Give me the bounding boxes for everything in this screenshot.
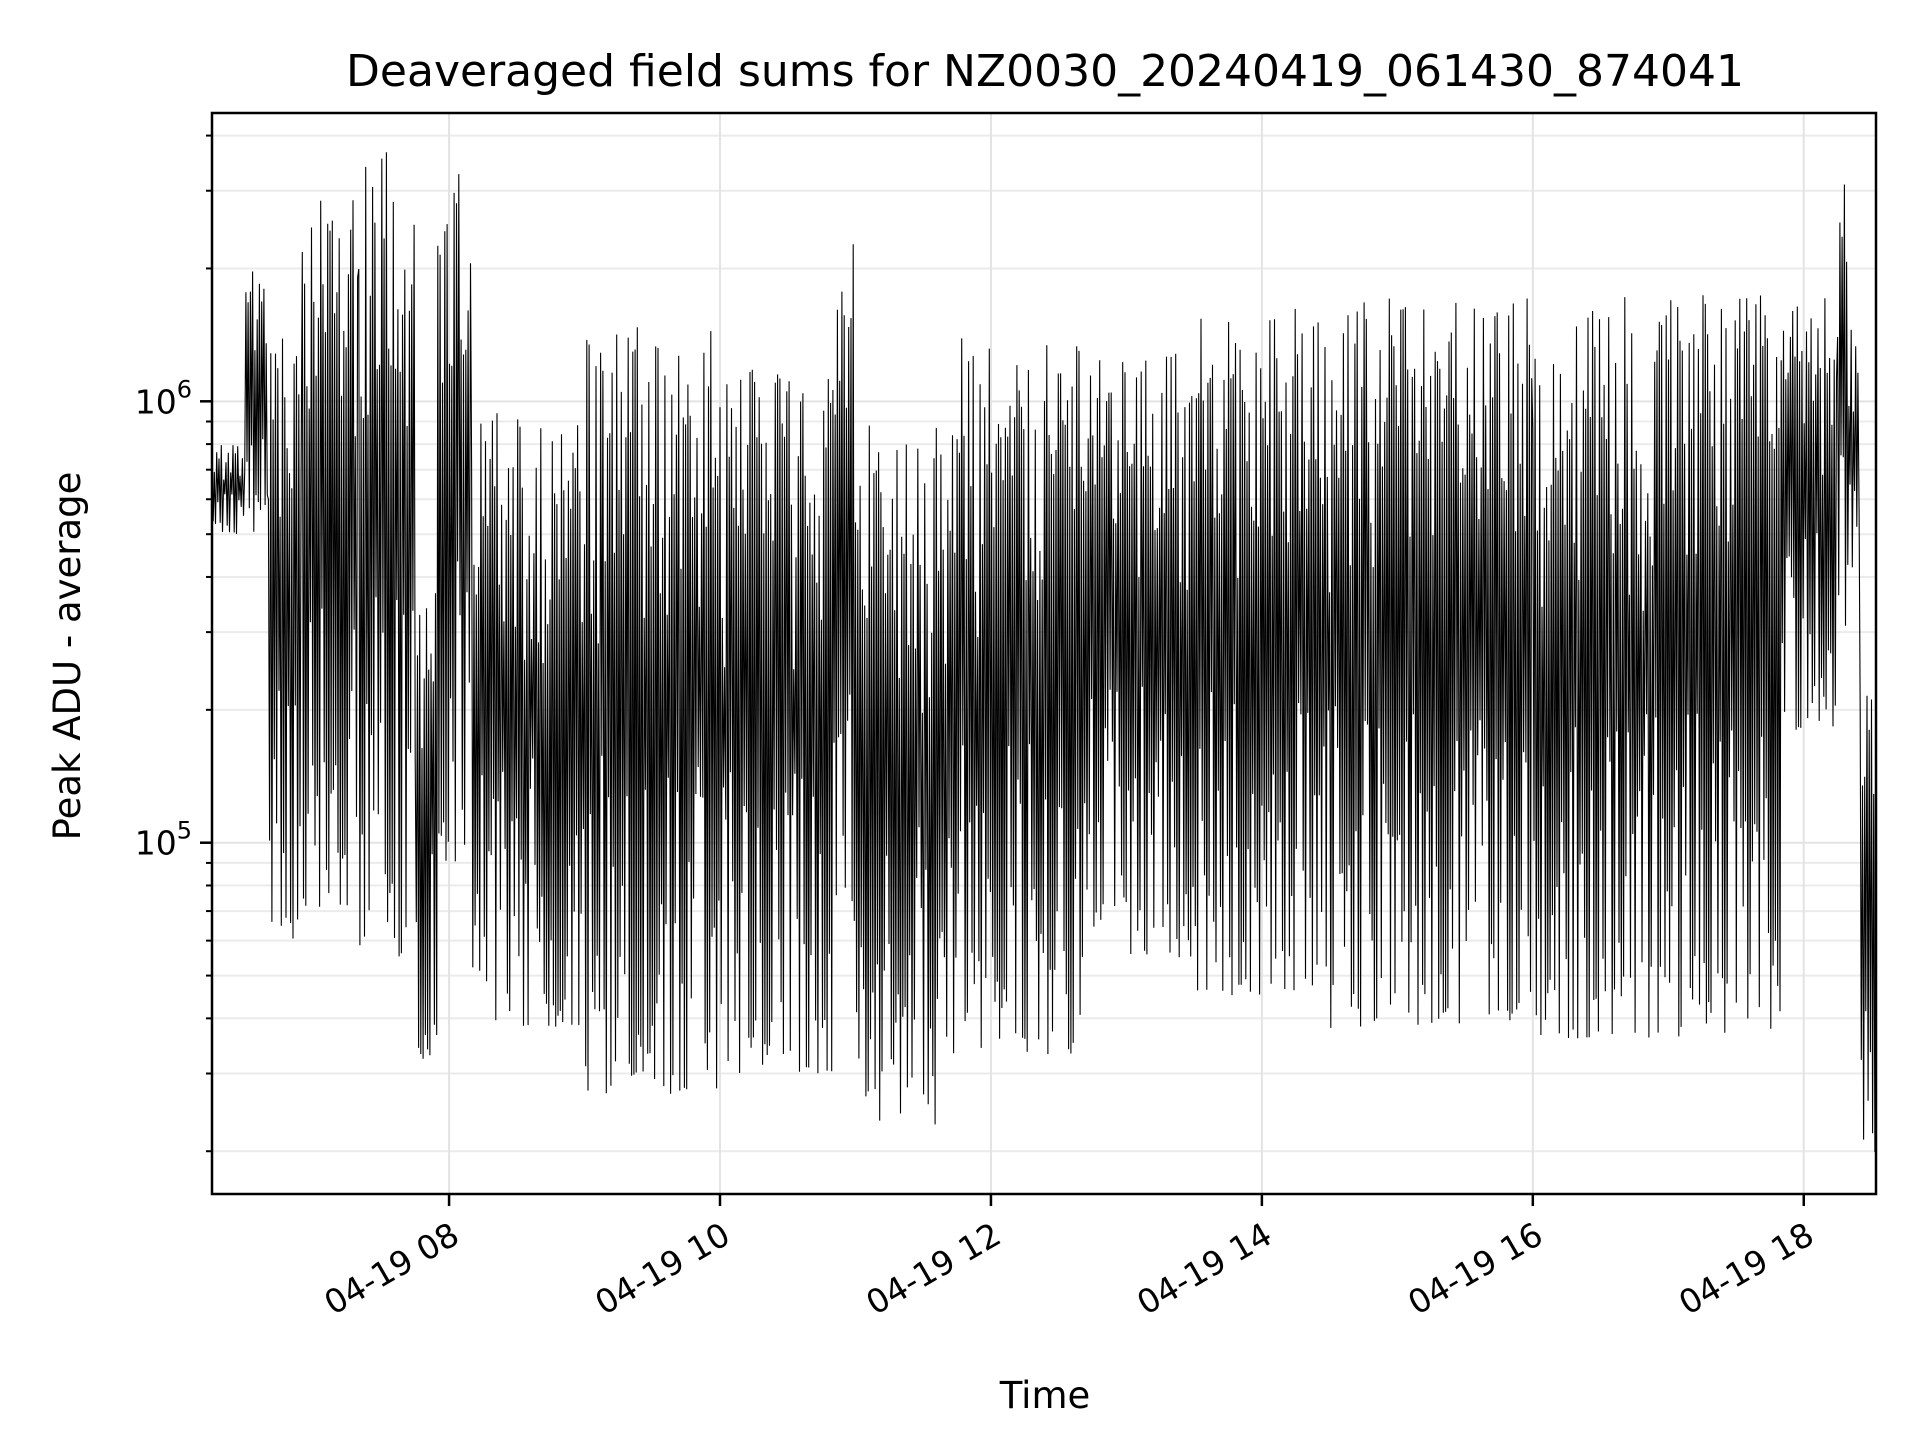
y-tick-label-base: 10 <box>135 824 177 863</box>
y-tick-label: 106 <box>135 375 192 421</box>
y-tick-label: 105 <box>135 817 192 863</box>
y-tick-label-exponent: 5 <box>177 817 192 845</box>
chart-title: Deaveraged field sums for NZ0030_2024041… <box>346 46 1744 97</box>
data-series-line <box>211 152 1876 1153</box>
y-tick-label-base: 10 <box>135 382 177 421</box>
series-line <box>211 152 1876 1153</box>
x-axis-label: Time <box>999 1374 1091 1417</box>
y-axis-label: Peak ADU - average <box>46 472 89 841</box>
plot-area-frame <box>210 111 1878 1196</box>
y-tick-label-exponent: 6 <box>177 375 192 403</box>
